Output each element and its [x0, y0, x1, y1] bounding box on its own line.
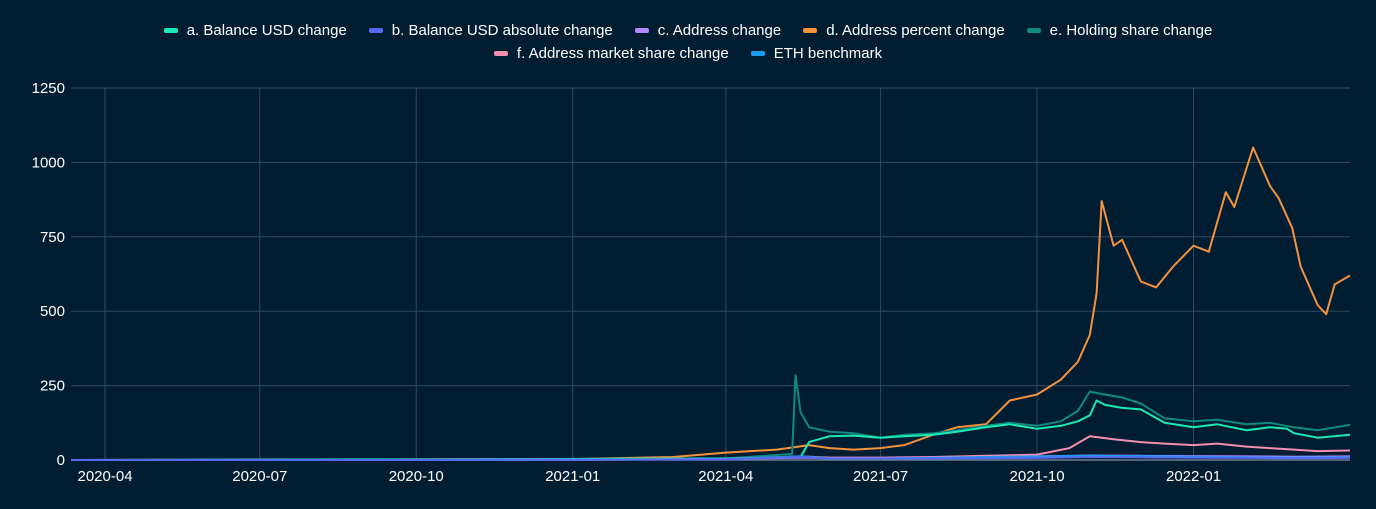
legend-swatch: [368, 28, 383, 33]
legend-item[interactable]: f. Address market share change: [493, 45, 729, 62]
legend-swatch: [1026, 28, 1041, 33]
legend-swatch: [163, 28, 178, 33]
legend-item[interactable]: ETH benchmark: [750, 45, 883, 62]
legend-label: a. Balance USD change: [186, 22, 347, 39]
series-line-5: [70, 374, 1351, 461]
x-tick-label: 2020-07: [232, 468, 287, 485]
legend-label: ETH benchmark: [773, 45, 883, 62]
series-line-1: [70, 399, 1351, 461]
axes: 0 250 500 750 1000 1250 2020-04 2020-07 2020-10 2…: [32, 80, 1221, 485]
y-tick-label: 1250: [32, 80, 65, 97]
legend-label: e. Holding share change: [1049, 22, 1213, 39]
x-tick-label: 2021-10: [1010, 468, 1065, 485]
series-layer: [70, 146, 1351, 461]
y-tick-label: 750: [40, 229, 65, 246]
x-tick-label: 2020-04: [77, 468, 132, 485]
legend-item[interactable]: b. Balance USD absolute change: [368, 22, 613, 39]
x-tick-label: 2021-07: [853, 468, 908, 485]
legend-item[interactable]: c. Address change: [634, 22, 782, 39]
legend-swatch: [634, 28, 649, 33]
x-tick-label: 2020-10: [389, 468, 444, 485]
legend-item[interactable]: a. Balance USD change: [163, 22, 347, 39]
series-line-2: [71, 456, 1351, 461]
x-tick-label: 2021-01: [545, 468, 600, 485]
legend-item[interactable]: e. Holding share change: [1026, 22, 1213, 39]
y-tick-label: 0: [57, 452, 65, 469]
y-tick-label: 1000: [32, 154, 65, 171]
legend-label: d. Address percent change: [826, 22, 1005, 39]
legend-item[interactable]: d. Address percent change: [803, 22, 1005, 39]
legend-swatch: [750, 51, 765, 56]
grid: [71, 87, 1350, 461]
y-tick-label: 250: [40, 378, 65, 395]
legend: a. Balance USD change b. Balance USD abso…: [0, 22, 1376, 62]
y-tick-label: 500: [40, 303, 65, 320]
legend-label: c. Address change: [657, 22, 782, 39]
legend-swatch: [803, 28, 818, 33]
legend-label: f. Address market share change: [516, 45, 729, 62]
x-tick-label: 2021-04: [698, 468, 753, 485]
x-tick-label: 2022-01: [1166, 468, 1221, 485]
legend-swatch: [493, 51, 508, 56]
legend-label: b. Balance USD absolute change: [391, 22, 613, 39]
